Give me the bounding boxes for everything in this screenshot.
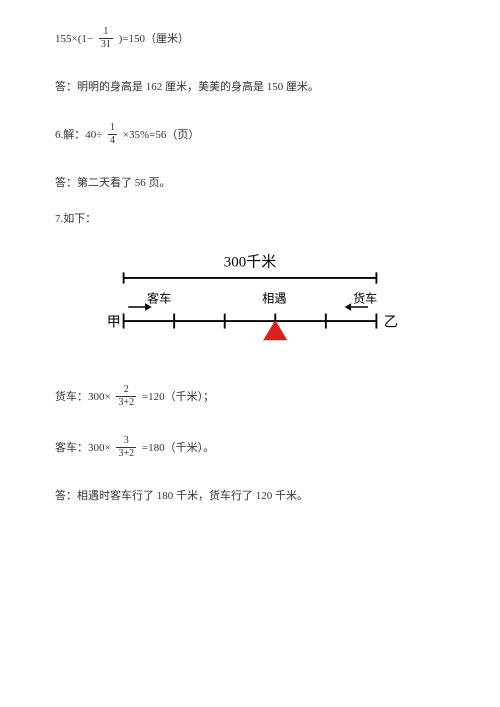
answer-6: 答：第二天看了 56 页。 <box>55 175 445 192</box>
truck-left: 货车：300× <box>55 389 111 406</box>
eq6-right: ×35%=56（页） <box>123 127 200 144</box>
label-bus: 客车 <box>147 290 171 305</box>
label-truck: 货车 <box>353 290 377 305</box>
triangle-marker <box>264 321 286 340</box>
equation-1: 155×(1− 1 31 )=150（厘米） <box>55 28 445 51</box>
equation-bus: 客车：300× 3 3+2 =180（千米）。 <box>55 437 445 460</box>
label-meet: 相遇 <box>262 291 286 305</box>
label-start: 甲 <box>107 314 121 330</box>
answer-7: 答：相遇时客车行了 180 千米，货车行了 120 千米。 <box>55 488 445 505</box>
eq1-right: )=150（厘米） <box>119 31 189 48</box>
distance-diagram: 300千米 客车 相遇 货车 甲 <box>95 248 405 357</box>
diagram-title: 300千米 <box>224 253 276 270</box>
truck-fraction: 2 3+2 <box>116 385 136 408</box>
answer-1: 答：明明的身高是 162 厘米，美美的身高是 150 厘米。 <box>55 79 445 96</box>
eq1-left: 155×(1− <box>55 31 93 48</box>
bus-fraction: 3 3+2 <box>116 436 136 459</box>
diagram-svg: 300千米 客车 相遇 货车 甲 <box>95 248 405 351</box>
equation-truck: 货车：300× 2 3+2 =120（千米）； <box>55 386 445 409</box>
question-7-heading: 7.如下： <box>55 211 445 228</box>
eq1-fraction: 1 31 <box>99 27 113 50</box>
equation-6: 6.解：40÷ 1 4 ×35%=56（页） <box>55 124 445 147</box>
bus-left: 客车：300× <box>55 440 111 457</box>
label-end: 乙 <box>384 314 398 330</box>
eq6-left: 6.解：40÷ <box>55 127 102 144</box>
truck-right: =120（千米）； <box>142 389 214 406</box>
eq6-fraction: 1 4 <box>108 123 117 146</box>
bus-right: =180（千米）。 <box>142 440 214 457</box>
